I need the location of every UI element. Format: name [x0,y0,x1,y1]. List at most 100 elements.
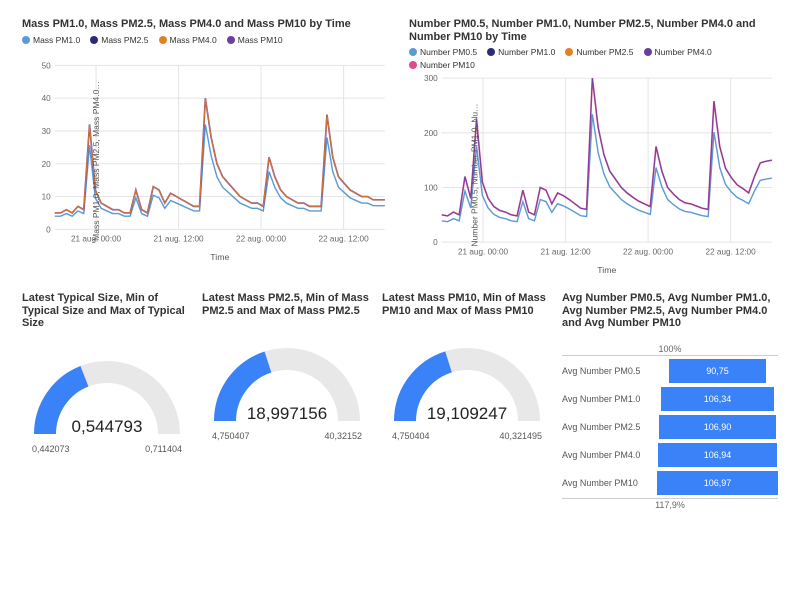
funnel-title: Avg Number PM0.5, Avg Number PM1.0, Avg … [562,292,778,330]
svg-text:21 aug. 00:00: 21 aug. 00:00 [458,248,509,257]
svg-text:200: 200 [424,129,438,138]
mass-chart-ylabel: Mass PM1.0, Mass PM2.5, Mass PM4.0… [91,81,101,241]
number-chart-legend: Number PM0.5 Number PM1.0 Number PM2.5 Numb… [409,47,778,70]
legend-swatch [565,48,573,56]
legend-label: Mass PM1.0 [33,35,80,45]
funnel-row-label: Avg Number PM4.0 [562,450,657,460]
legend-label: Number PM10 [420,60,475,70]
funnel-bottom-label: 117,9% [562,500,778,510]
svg-text:22 aug. 00:00: 22 aug. 00:00 [623,248,674,257]
svg-text:20: 20 [42,159,52,168]
gauge-mass-pm10-title: Latest Mass PM10, Min of Mass PM10 and M… [382,292,552,317]
funnel-bar-wrap: 90,75 [657,359,778,383]
svg-text:4,750404: 4,750404 [392,431,430,441]
funnel-panel: Avg Number PM0.5, Avg Number PM1.0, Avg … [562,292,778,572]
legend-item[interactable]: Number PM2.5 [565,47,633,57]
number-chart-area[interactable]: Number PM0.5, Number PM1.0, Nu… 0 100 200 3… [409,72,778,277]
legend-item[interactable]: Number PM4.0 [644,47,712,57]
svg-text:18,997156: 18,997156 [247,404,327,423]
svg-text:0,544793: 0,544793 [72,417,143,436]
legend-label: Number PM2.5 [576,47,633,57]
funnel-bar: 106,94 [658,443,777,467]
gauge-mass-pm25-svg[interactable]: 18,997156 4,750407 40,32152 [202,321,372,451]
svg-text:40,321495: 40,321495 [499,431,542,441]
funnel-row-label: Avg Number PM2.5 [562,422,657,432]
number-chart-svg: 0 100 200 300 21 aug. 00:00 21 aug. 12:00 22 a… [409,72,778,277]
mass-chart-title: Mass PM1.0, Mass PM2.5, Mass PM4.0 and M… [22,18,391,31]
svg-text:300: 300 [424,75,438,84]
mass-chart-area[interactable]: Mass PM1.0, Mass PM2.5, Mass PM4.0… 0102… [22,47,391,276]
legend-item[interactable]: Number PM0.5 [409,47,477,57]
legend-item[interactable]: Mass PM10 [227,35,283,45]
gauge-typical-size-svg[interactable]: 0,5447930,442073 0,711404 [22,334,192,464]
svg-text:40: 40 [42,94,52,103]
funnel-row[interactable]: Avg Number PM4.0106,94 [562,441,778,469]
funnel-top-label: 100% [562,344,778,354]
svg-text:4,750407: 4,750407 [212,431,250,441]
mass-chart-svg: 0102030405021 aug. 00:0021 aug. 12:0022 … [22,47,391,276]
funnel-row[interactable]: Avg Number PM0.590,75 [562,357,778,385]
number-chart-title: Number PM0.5, Number PM1.0, Number PM2.5… [409,18,778,43]
funnel-bar-wrap: 106,90 [657,415,778,439]
legend-label: Number PM4.0 [655,47,712,57]
legend-swatch [487,48,495,56]
funnel-bar-wrap: 106,97 [657,471,778,495]
svg-text:100: 100 [424,184,438,193]
funnel-bar-wrap: 106,94 [657,443,778,467]
funnel-row-label: Avg Number PM10 [562,478,657,488]
bottom-row: Latest Typical Size, Min of Typical Size… [22,292,778,572]
legend-label: Number PM0.5 [420,47,477,57]
legend-item[interactable]: Mass PM1.0 [22,35,80,45]
legend-label: Mass PM10 [238,35,283,45]
gauge-mass-pm25: Latest Mass PM2.5, Min of Mass PM2.5 and… [202,292,372,572]
svg-text:Time: Time [597,265,616,275]
svg-text:0: 0 [46,225,51,234]
svg-text:22 aug. 00:00: 22 aug. 00:00 [236,234,287,243]
funnel-bar: 106,90 [659,415,775,439]
legend-label: Number PM1.0 [498,47,555,57]
svg-text:0,442073: 0,442073 [32,444,70,454]
funnel-row-label: Avg Number PM1.0 [562,394,657,404]
legend-swatch [409,48,417,56]
funnel-bars: Avg Number PM0.590,75 Avg Number PM1.0 106… [562,357,778,497]
funnel-top-divider [562,355,778,356]
legend-item[interactable]: Mass PM4.0 [159,35,217,45]
svg-text:50: 50 [42,61,52,70]
svg-text:10: 10 [42,192,52,201]
svg-text:0: 0 [433,239,438,248]
svg-text:22 aug. 12:00: 22 aug. 12:00 [706,248,757,257]
gauge-mass-pm10-svg[interactable]: 19,109247 4,750404 40,321495 [382,321,552,451]
gauge-mass-pm25-title: Latest Mass PM2.5, Min of Mass PM2.5 and… [202,292,372,317]
funnel-bar: 106,34 [661,387,775,411]
funnel-area[interactable]: 100% Avg Number PM0.590,75Avg Number PM1… [562,344,778,510]
legend-item[interactable]: Number PM1.0 [487,47,555,57]
svg-text:19,109247: 19,109247 [427,404,507,423]
legend-label: Mass PM4.0 [170,35,217,45]
legend-item[interactable]: Mass PM2.5 [90,35,148,45]
legend-swatch [159,36,167,44]
mass-chart-panel: Mass PM1.0, Mass PM2.5, Mass PM4.0 and M… [22,18,391,276]
svg-text:21 aug. 12:00: 21 aug. 12:00 [541,248,592,257]
legend-label: Mass PM2.5 [101,35,148,45]
funnel-row[interactable]: Avg Number PM10106,97 [562,469,778,497]
legend-swatch [227,36,235,44]
legend-swatch [90,36,98,44]
number-chart-panel: Number PM0.5, Number PM1.0, Number PM2.5… [409,18,778,276]
top-charts-row: Mass PM1.0, Mass PM2.5, Mass PM4.0 and M… [22,18,778,276]
legend-item[interactable]: Number PM10 [409,60,475,70]
svg-text:0,711404: 0,711404 [145,444,182,454]
gauge-typical-size: Latest Typical Size, Min of Typical Size… [22,292,192,572]
legend-swatch [409,61,417,69]
funnel-row-label: Avg Number PM0.5 [562,366,657,376]
funnel-row[interactable]: Avg Number PM1.0 106,34 [562,385,778,413]
legend-swatch [644,48,652,56]
legend-swatch [22,36,30,44]
number-chart-ylabel: Number PM0.5, Number PM1.0, Nu… [470,103,480,246]
svg-text:Time: Time [210,252,229,262]
svg-text:21 aug. 12:00: 21 aug. 12:00 [154,234,205,243]
gauge-typical-size-title: Latest Typical Size, Min of Typical Size… [22,292,192,330]
funnel-bar-wrap: 106,34 [657,387,778,411]
funnel-bar: 106,97 [657,471,778,495]
funnel-row[interactable]: Avg Number PM2.5106,90 [562,413,778,441]
svg-text:40,32152: 40,32152 [324,431,362,441]
